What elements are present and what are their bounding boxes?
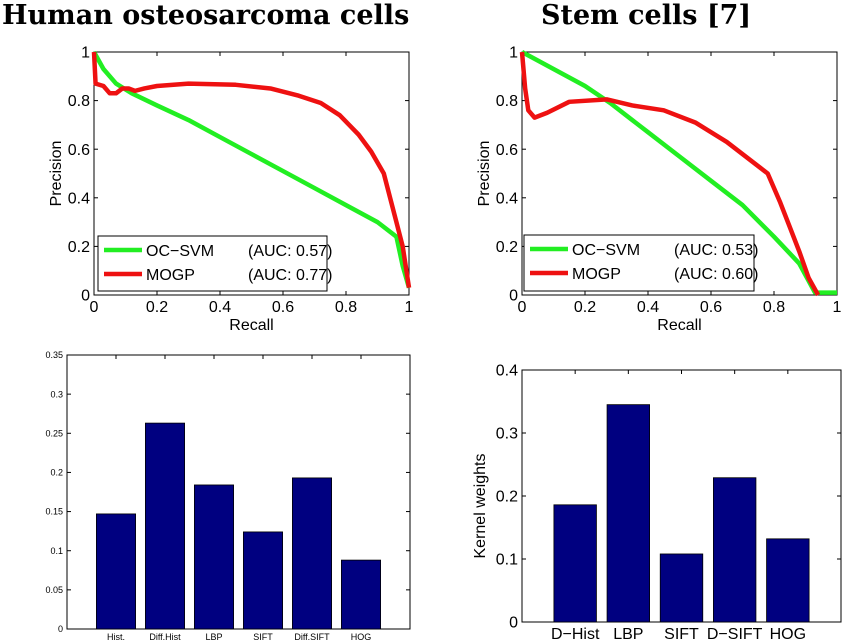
y-tick-label: 0 (509, 288, 518, 305)
x-tick-label: 0.6 (700, 299, 722, 316)
chart-3: 0 0.05 0.1 0.15 0.2 0.25 0.3 0.35 Hist. Diff.Hist… (45, 350, 411, 642)
x-tick-label: 0.6 (272, 299, 294, 316)
right-column-title: Stem cells [7] (541, 0, 752, 31)
bar-sift (242, 531, 283, 630)
x-tick-label: LBP (613, 626, 643, 643)
bar-dhist (553, 504, 597, 623)
y-tick-label: 0 (58, 624, 63, 634)
bar-dsift (713, 477, 757, 623)
legend-series-name: MOGP (572, 266, 621, 283)
chart-4: 0 0.1 0.2 0.3 0.4 D−Hist LBP SIFT D−SIFT HOG Kerne… (472, 363, 842, 643)
legend-box (97, 235, 328, 292)
x-tick-label: SIFT (253, 632, 273, 642)
y-axis-label: Kernel weights (472, 454, 489, 559)
y-tick-label: 0.1 (496, 552, 518, 569)
y-tick-label: 0.35 (45, 350, 63, 360)
y-axis-label: Precision (48, 141, 65, 207)
legend: OC−SVM (AUC: 0.57) MOGP (AUC: 0.77) (97, 235, 332, 292)
chart-1: 0 0.2 0.4 0.6 0.8 1 0 0.2 0.4 0.6 0.8 1 Recall Precis… (48, 45, 414, 334)
legend-series-name: OC−SVM (572, 242, 640, 259)
y-tick-label: 0.6 (68, 142, 90, 159)
x-tick-label: 0.8 (335, 299, 357, 316)
bar-hog (766, 538, 810, 623)
legend-series-name: MOGP (146, 267, 195, 284)
x-tick-label: D−Hist (551, 626, 600, 643)
bar-sift (659, 553, 704, 623)
legend-auc-label: (AUC: 0.57) (248, 243, 332, 260)
x-tick-label: LBP (205, 632, 222, 642)
x-tick-label: 0.8 (763, 299, 785, 316)
y-tick-label: 0.3 (496, 426, 518, 443)
y-tick-label: 0 (509, 615, 518, 632)
y-tick-label: 0.4 (496, 190, 518, 207)
series-line-mogp (91, 51, 412, 289)
y-tick-label: 0.4 (496, 363, 518, 380)
legend-box (523, 234, 755, 292)
y-tick-label: 1 (509, 45, 518, 62)
x-tick-label: 0 (518, 299, 527, 316)
y-tick-label: 0.2 (50, 468, 63, 478)
x-tick-label: 0.2 (574, 299, 596, 316)
left-column-title: Human osteosarcoma cells (2, 0, 410, 31)
x-tick-label: 0 (90, 299, 99, 316)
x-axis-label: Recall (657, 317, 701, 334)
chart-2: 0 0.2 0.4 0.6 0.8 1 0 0.2 0.4 0.6 0.8 1 Recall Precis… (476, 45, 842, 334)
legend-series-name: OC−SVM (146, 243, 214, 260)
legend: OC−SVM (AUC: 0.53) MOGP (AUC: 0.60) (523, 234, 758, 292)
y-tick-label: 0.15 (45, 507, 63, 517)
bar-lbp (193, 484, 234, 630)
x-tick-label: Diff.Hist (149, 632, 181, 642)
legend-auc-label: (AUC: 0.53) (674, 242, 758, 259)
y-tick-label: 0.05 (45, 585, 63, 595)
y-tick-label: 1 (81, 45, 90, 62)
y-tick-label: 0.4 (68, 190, 90, 207)
x-tick-label: 1 (833, 299, 842, 316)
x-tick-label: SIFT (664, 626, 699, 643)
x-tick-label: 0.4 (637, 299, 659, 316)
series-line-mogp (519, 51, 821, 297)
y-tick-label: 0.2 (496, 239, 518, 256)
y-tick-label: 0.25 (45, 428, 63, 438)
bar-diffsift (291, 477, 332, 630)
y-tick-label: 0.2 (68, 239, 90, 256)
bar-hog (340, 559, 381, 630)
legend-auc-label: (AUC: 0.77) (248, 267, 332, 284)
y-tick-label: 0.3 (50, 389, 63, 399)
x-axis-label: Recall (229, 317, 273, 334)
y-tick-label: 0.2 (496, 489, 518, 506)
x-tick-label: 0.2 (146, 299, 168, 316)
x-tick-label: HOG (351, 632, 372, 642)
x-tick-label: Hist. (107, 632, 125, 642)
x-tick-label: HOG (770, 626, 806, 643)
x-tick-label: 1 (405, 299, 414, 316)
y-tick-label: 0.6 (496, 142, 518, 159)
bar-lbp (606, 404, 650, 623)
bar-diffhist (144, 422, 185, 630)
y-tick-label: 0.8 (496, 93, 518, 110)
legend-auc-label: (AUC: 0.60) (674, 266, 758, 283)
y-tick-label: 0.8 (68, 93, 90, 110)
x-tick-label: 0.4 (209, 299, 231, 316)
series-line-ocsvm (520, 50, 837, 295)
x-tick-label: D−SIFT (707, 626, 763, 643)
y-tick-label: 0.1 (50, 546, 63, 556)
bar-hist (96, 513, 137, 630)
y-axis-label: Precision (476, 141, 493, 207)
y-tick-label: 0 (81, 288, 90, 305)
x-tick-label: Diff.SIFT (294, 632, 330, 642)
